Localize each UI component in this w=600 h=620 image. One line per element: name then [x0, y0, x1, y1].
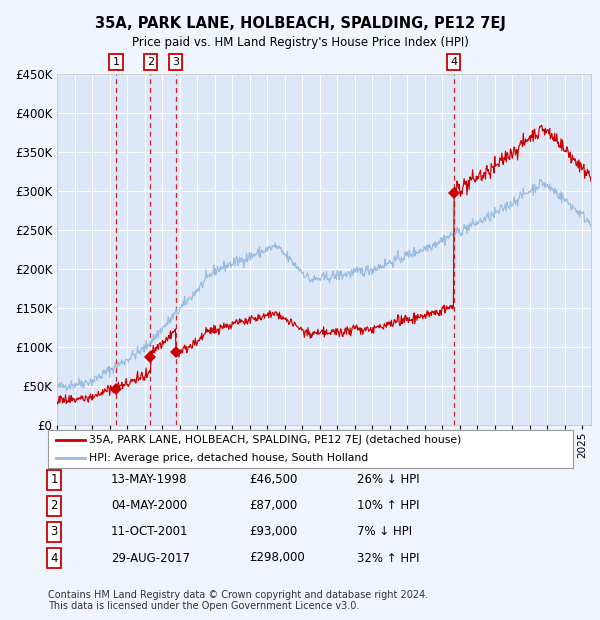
Text: 7% ↓ HPI: 7% ↓ HPI: [357, 526, 412, 538]
Text: 3: 3: [50, 526, 58, 538]
Text: 3: 3: [172, 57, 179, 67]
Text: 11-OCT-2001: 11-OCT-2001: [111, 526, 188, 538]
Text: £93,000: £93,000: [249, 526, 297, 538]
Text: Contains HM Land Registry data © Crown copyright and database right 2024.: Contains HM Land Registry data © Crown c…: [48, 590, 428, 600]
Text: £46,500: £46,500: [249, 474, 298, 486]
Text: 2: 2: [147, 57, 154, 67]
Text: 1: 1: [50, 474, 58, 486]
Text: 10% ↑ HPI: 10% ↑ HPI: [357, 500, 419, 512]
Text: 35A, PARK LANE, HOLBEACH, SPALDING, PE12 7EJ: 35A, PARK LANE, HOLBEACH, SPALDING, PE12…: [95, 16, 505, 31]
Text: 4: 4: [50, 552, 58, 564]
Text: £87,000: £87,000: [249, 500, 297, 512]
Text: 1: 1: [113, 57, 119, 67]
Text: 04-MAY-2000: 04-MAY-2000: [111, 500, 187, 512]
Text: 13-MAY-1998: 13-MAY-1998: [111, 474, 187, 486]
Text: 26% ↓ HPI: 26% ↓ HPI: [357, 474, 419, 486]
Text: 2: 2: [50, 500, 58, 512]
Text: 32% ↑ HPI: 32% ↑ HPI: [357, 552, 419, 564]
Text: 35A, PARK LANE, HOLBEACH, SPALDING, PE12 7EJ (detached house): 35A, PARK LANE, HOLBEACH, SPALDING, PE12…: [89, 435, 461, 445]
Text: Price paid vs. HM Land Registry's House Price Index (HPI): Price paid vs. HM Land Registry's House …: [131, 36, 469, 48]
Text: 29-AUG-2017: 29-AUG-2017: [111, 552, 190, 564]
Text: £298,000: £298,000: [249, 552, 305, 564]
Text: 4: 4: [450, 57, 457, 67]
Text: HPI: Average price, detached house, South Holland: HPI: Average price, detached house, Sout…: [89, 453, 368, 463]
Text: This data is licensed under the Open Government Licence v3.0.: This data is licensed under the Open Gov…: [48, 601, 359, 611]
